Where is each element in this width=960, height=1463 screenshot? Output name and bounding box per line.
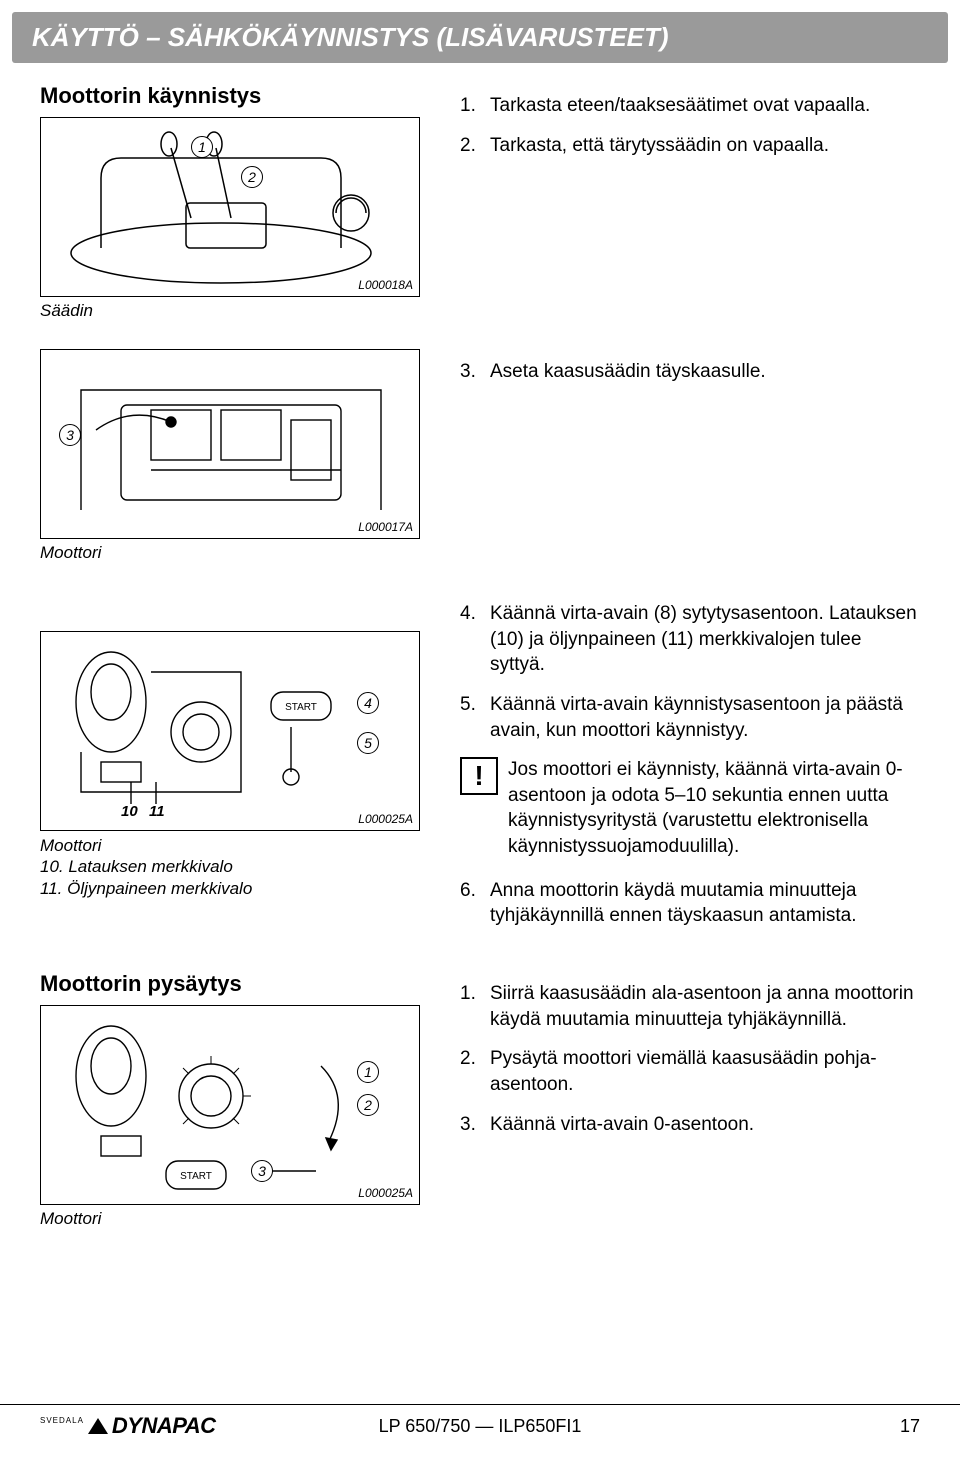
step-text: Käännä virta-avain 0-asentoon. (490, 1112, 920, 1138)
brand-name: DYNAPAC (112, 1413, 216, 1439)
callout-10: 10 (121, 803, 138, 820)
steps-4: 1.Siirrä kaasusäädin ala-asentoon ja ann… (460, 981, 920, 1137)
callout-11: 11 (149, 803, 165, 820)
step-text: Käännä virta-avain käynnistysasentoon ja… (490, 692, 920, 743)
start-label-2: START (180, 1171, 212, 1182)
step-num: 2. (460, 1046, 490, 1097)
moottori1-drawing (41, 350, 421, 540)
section-2: 3 L000017A Moottori 3.Aseta kaasusäädin … (40, 349, 920, 563)
footer-page: 17 (900, 1416, 920, 1437)
figure-saadin: 1 2 L000018A (40, 117, 420, 297)
brand-logo: SVEDALA DYNAPAC (40, 1413, 216, 1439)
warning-icon: ! (460, 757, 498, 795)
cap-line: 10. Latauksen merkkivalo (40, 856, 440, 877)
callout-4: 4 (357, 692, 379, 714)
section-1-title: Moottorin käynnistys (40, 83, 440, 109)
fig2-caption: Moottori (40, 543, 440, 563)
callout-5: 5 (357, 732, 379, 754)
fig1-caption: Säädin (40, 301, 440, 321)
step-text: Käännä virta-avain (8) sytytysasentoon. … (490, 601, 920, 678)
fig4-code: L000025A (358, 1186, 413, 1200)
step-num: 1. (460, 93, 490, 119)
callout-s4-2: 2 (357, 1094, 379, 1116)
step-num: 5. (460, 692, 490, 743)
fig3-code: L000025A (358, 812, 413, 826)
step-text: Anna moottorin käydä muutamia minuutteja… (490, 878, 920, 929)
figure-moottori-1: 3 L000017A (40, 349, 420, 539)
steps-1: 1.Tarkasta eteen/taaksesäätimet ovat vap… (460, 93, 920, 158)
warning-block: ! Jos moottori ei käynnisty, käännä virt… (460, 757, 920, 860)
figure-moottori-3: START 1 2 3 L000025A (40, 1005, 420, 1205)
step-num: 1. (460, 981, 490, 1032)
fig2-code: L000017A (358, 520, 413, 534)
fig4-caption: Moottori (40, 1209, 440, 1229)
page-footer: SVEDALA DYNAPAC LP 650/750 — ILP650FI1 1… (0, 1404, 960, 1439)
cap-line: 11. Öljynpaineen merkkivalo (40, 878, 440, 899)
logo-wedge-icon (88, 1418, 108, 1434)
callout-3: 3 (59, 424, 81, 446)
figure-moottori-2: START 10 11 4 5 L000025A (40, 631, 420, 831)
section-1: Moottorin käynnistys (40, 83, 920, 321)
steps-3b: 6.Anna moottorin käydä muutamia minuutte… (460, 878, 920, 929)
step-num: 6. (460, 878, 490, 929)
step-text: Pysäytä moottori viemällä kaasusäädin po… (490, 1046, 920, 1097)
callout-2: 2 (241, 166, 263, 188)
steps-2: 3.Aseta kaasusäädin täyskaasulle. (460, 359, 920, 385)
step-num: 3. (460, 1112, 490, 1138)
step-num: 2. (460, 133, 490, 159)
step-text: Tarkasta, että tärytyssäädin on vapaalla… (490, 133, 920, 159)
step-text: Tarkasta eteen/taaksesäätimet ovat vapaa… (490, 93, 920, 119)
section-3: START 10 11 4 5 L000025A Moottori 10. La… (40, 591, 920, 943)
step-text: Siirrä kaasusäädin ala-asentoon ja anna … (490, 981, 920, 1032)
section-4-title: Moottorin pysäytys (40, 971, 440, 997)
start-label: START (285, 702, 317, 713)
page-banner: KÄYTTÖ – SÄHKÖKÄYNNISTYS (LISÄVARUSTEET) (12, 12, 948, 63)
callout-1: 1 (191, 136, 213, 158)
cap-line: Moottori (40, 835, 440, 856)
saadin-drawing (41, 118, 421, 298)
step-text: Aseta kaasusäädin täyskaasulle. (490, 359, 920, 385)
warning-text: Jos moottori ei käynnisty, käännä virta-… (508, 757, 920, 860)
steps-3a: 4.Käännä virta-avain (8) sytytysasentoon… (460, 601, 920, 743)
step-num: 4. (460, 601, 490, 678)
fig1-code: L000018A (358, 278, 413, 292)
callout-s4-3: 3 (251, 1160, 273, 1182)
section-4: Moottorin pysäytys (40, 971, 920, 1229)
fig3-caption: Moottori 10. Latauksen merkkivalo 11. Öl… (40, 835, 440, 899)
brand-small: SVEDALA (40, 1416, 84, 1425)
step-num: 3. (460, 359, 490, 385)
callout-s4-1: 1 (357, 1061, 379, 1083)
